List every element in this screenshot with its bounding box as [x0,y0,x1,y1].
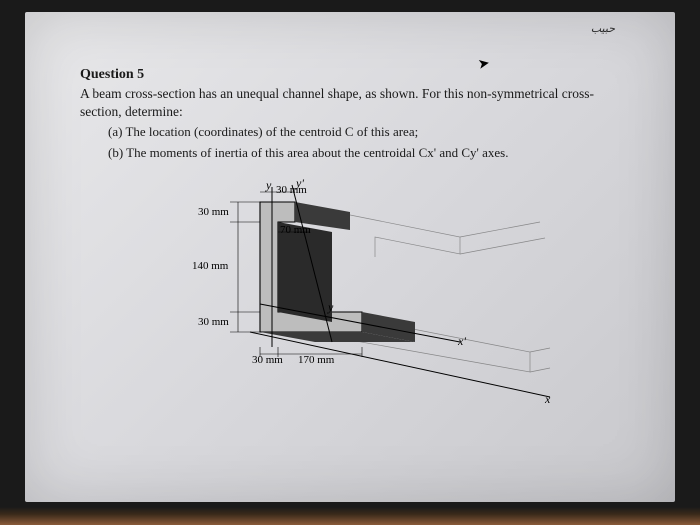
dim-bot-thick: 30 mm [198,316,229,328]
question-number: Question 5 [80,67,640,83]
screen-page: حبيب ➤ Question 5 A beam cross-section h… [25,12,675,502]
desk-edge [0,507,700,525]
axis-x: x [545,392,550,407]
dim-bot-width: 170 mm [298,354,334,366]
body-line-2: section, determine: [80,104,183,119]
axis-x-prime: x' [458,334,466,349]
body-line-1: A beam cross-section has an unequal chan… [80,86,594,101]
channel-diagram-svg [200,182,560,462]
question-body: A beam cross-section has an unequal chan… [80,85,640,121]
question-block: Question 5 A beam cross-section has an u… [80,67,640,162]
dim-top-width: 30 mm [276,184,307,196]
part-b: (b) The moments of inertia of this area … [108,144,640,162]
dim-top-offset: 70 mm [280,224,311,236]
dim-web-thick: 30 mm [252,354,283,366]
axis-y: y [266,178,271,193]
part-a: (a) The location (coordinates) of the ce… [108,123,640,141]
handwritten-mark: حبيب [591,22,615,35]
dim-top-thick: 30 mm [198,206,229,218]
axis-y-small: y [328,300,333,315]
cross-section-figure: y y' x' x y 30 mm 30 mm 70 mm 140 mm 30 … [200,182,560,462]
dim-web-height: 140 mm [192,260,228,272]
